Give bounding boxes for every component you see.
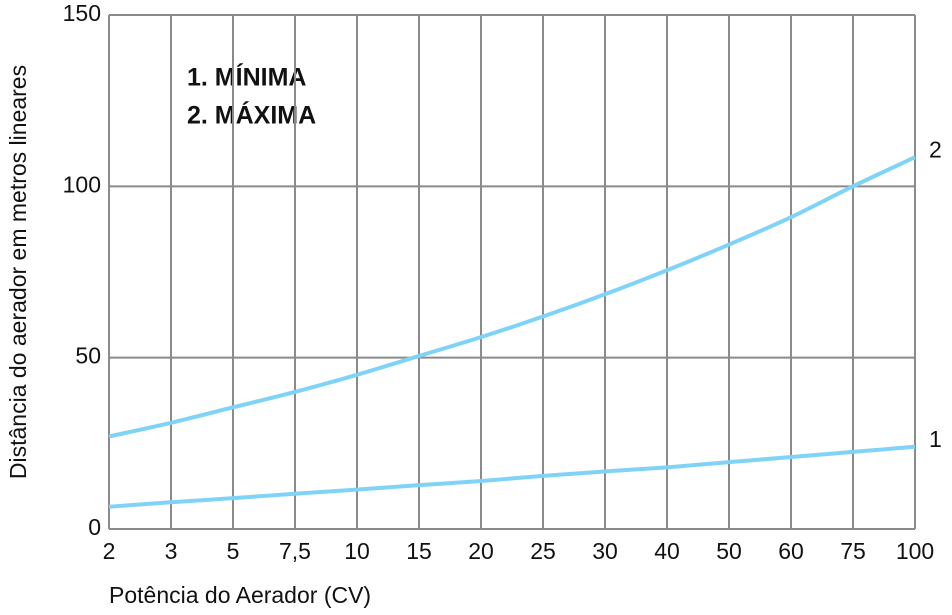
- x-tick-label: 60: [778, 538, 804, 564]
- y-tick-label: 50: [75, 343, 101, 369]
- series-label: 2: [929, 136, 942, 162]
- x-tick-label: 2: [103, 538, 116, 564]
- y-tick-label: 100: [63, 171, 101, 197]
- annotation: 2. MÁXIMA: [187, 101, 316, 130]
- x-tick-label: 25: [530, 538, 556, 564]
- x-tick-label: 3: [165, 538, 178, 564]
- y-axis-label: Distância do aerador em metros lineares: [5, 65, 31, 479]
- x-tick-label: 75: [840, 538, 866, 564]
- x-tick-label: 15: [406, 538, 432, 564]
- x-tick-label: 30: [592, 538, 618, 564]
- x-tick-label: 5: [227, 538, 240, 564]
- x-tick-label: 100: [896, 538, 934, 564]
- series-label: 1: [929, 426, 942, 452]
- x-tick-label: 20: [468, 538, 494, 564]
- x-tick-label: 50: [716, 538, 742, 564]
- x-tick-label: 7,5: [279, 538, 311, 564]
- series-line: [108, 444, 916, 509]
- annotation: 1. MÍNIMA: [187, 63, 306, 92]
- y-tick-label: 0: [88, 514, 101, 540]
- y-tick-label: 150: [63, 0, 101, 26]
- series-line: [108, 155, 916, 439]
- x-tick-label: 10: [344, 538, 370, 564]
- x-axis-label: Potência do Aerador (CV): [109, 582, 371, 608]
- x-tick-label: 40: [654, 538, 680, 564]
